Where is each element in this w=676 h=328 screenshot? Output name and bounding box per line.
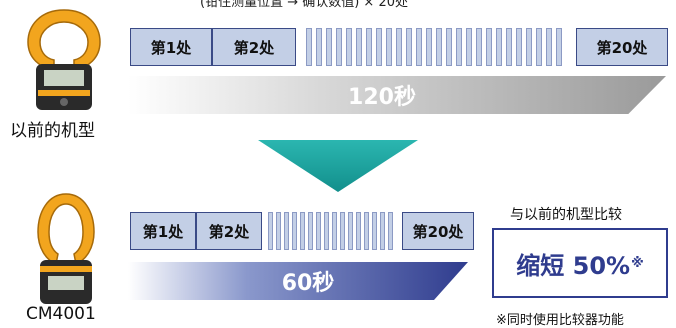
new-cells-ellipsis bbox=[268, 212, 398, 250]
new-duration-label: 60秒 bbox=[281, 271, 335, 296]
old-duration-label: 120秒 bbox=[348, 85, 416, 110]
comparison-title: 与以前的机型比较 bbox=[510, 207, 622, 223]
new-duration-bar: 60秒 bbox=[128, 262, 468, 300]
footnote: ※同时使用比较器功能 bbox=[496, 313, 624, 328]
old-cells-ellipsis bbox=[306, 28, 568, 66]
result-box: 缩短 50% ※ bbox=[492, 228, 668, 298]
down-arrow-icon bbox=[258, 140, 418, 192]
old-model-label: 以前的机型 bbox=[10, 121, 95, 141]
old-cell-2: 第2处 bbox=[212, 28, 296, 66]
old-clamp-meter-icon bbox=[27, 9, 101, 110]
procedure-caption: (钳住测量位置 → 确认数值) × 20处 bbox=[200, 0, 409, 10]
new-cell-1: 第1处 bbox=[130, 212, 196, 250]
old-duration-bar: 120秒 bbox=[128, 76, 666, 114]
new-model-label: CM4001 bbox=[26, 304, 96, 324]
old-cell-20: 第20处 bbox=[576, 28, 668, 66]
result-text: 缩短 50% bbox=[516, 251, 631, 280]
new-cell-20: 第20处 bbox=[402, 212, 474, 250]
cm4001-clamp-meter-icon bbox=[37, 193, 95, 304]
result-note-mark: ※ bbox=[631, 255, 644, 271]
new-cell-2: 第2处 bbox=[196, 212, 262, 250]
old-cell-1: 第1处 bbox=[130, 28, 212, 66]
